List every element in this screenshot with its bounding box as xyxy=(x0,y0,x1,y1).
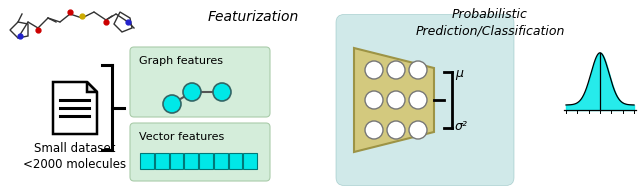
Text: Probabilistic
Prediction/Classification: Probabilistic Prediction/Classification xyxy=(415,8,564,37)
Circle shape xyxy=(409,91,427,109)
Circle shape xyxy=(387,61,405,79)
Circle shape xyxy=(387,121,405,139)
Bar xyxy=(140,153,154,169)
Bar xyxy=(184,153,198,169)
Bar xyxy=(199,153,212,169)
Circle shape xyxy=(365,91,383,109)
Text: Graph features: Graph features xyxy=(139,56,223,66)
Circle shape xyxy=(365,121,383,139)
Bar xyxy=(155,153,168,169)
Circle shape xyxy=(183,83,201,101)
Bar xyxy=(214,153,227,169)
Circle shape xyxy=(387,91,405,109)
FancyBboxPatch shape xyxy=(130,47,270,117)
FancyBboxPatch shape xyxy=(336,15,514,185)
Polygon shape xyxy=(354,48,434,152)
Circle shape xyxy=(409,121,427,139)
Circle shape xyxy=(365,61,383,79)
FancyBboxPatch shape xyxy=(130,123,270,181)
Circle shape xyxy=(213,83,231,101)
Bar xyxy=(243,153,257,169)
Text: Vector features: Vector features xyxy=(139,132,224,142)
Text: σ²: σ² xyxy=(455,119,468,132)
Circle shape xyxy=(163,95,181,113)
Bar xyxy=(170,153,183,169)
Circle shape xyxy=(409,61,427,79)
Polygon shape xyxy=(87,82,97,92)
Text: μ: μ xyxy=(455,67,463,81)
Polygon shape xyxy=(53,82,97,134)
Text: Small dataset
<2000 molecules: Small dataset <2000 molecules xyxy=(24,142,127,171)
Text: Featurization: Featurization xyxy=(207,10,299,24)
Bar xyxy=(228,153,243,169)
